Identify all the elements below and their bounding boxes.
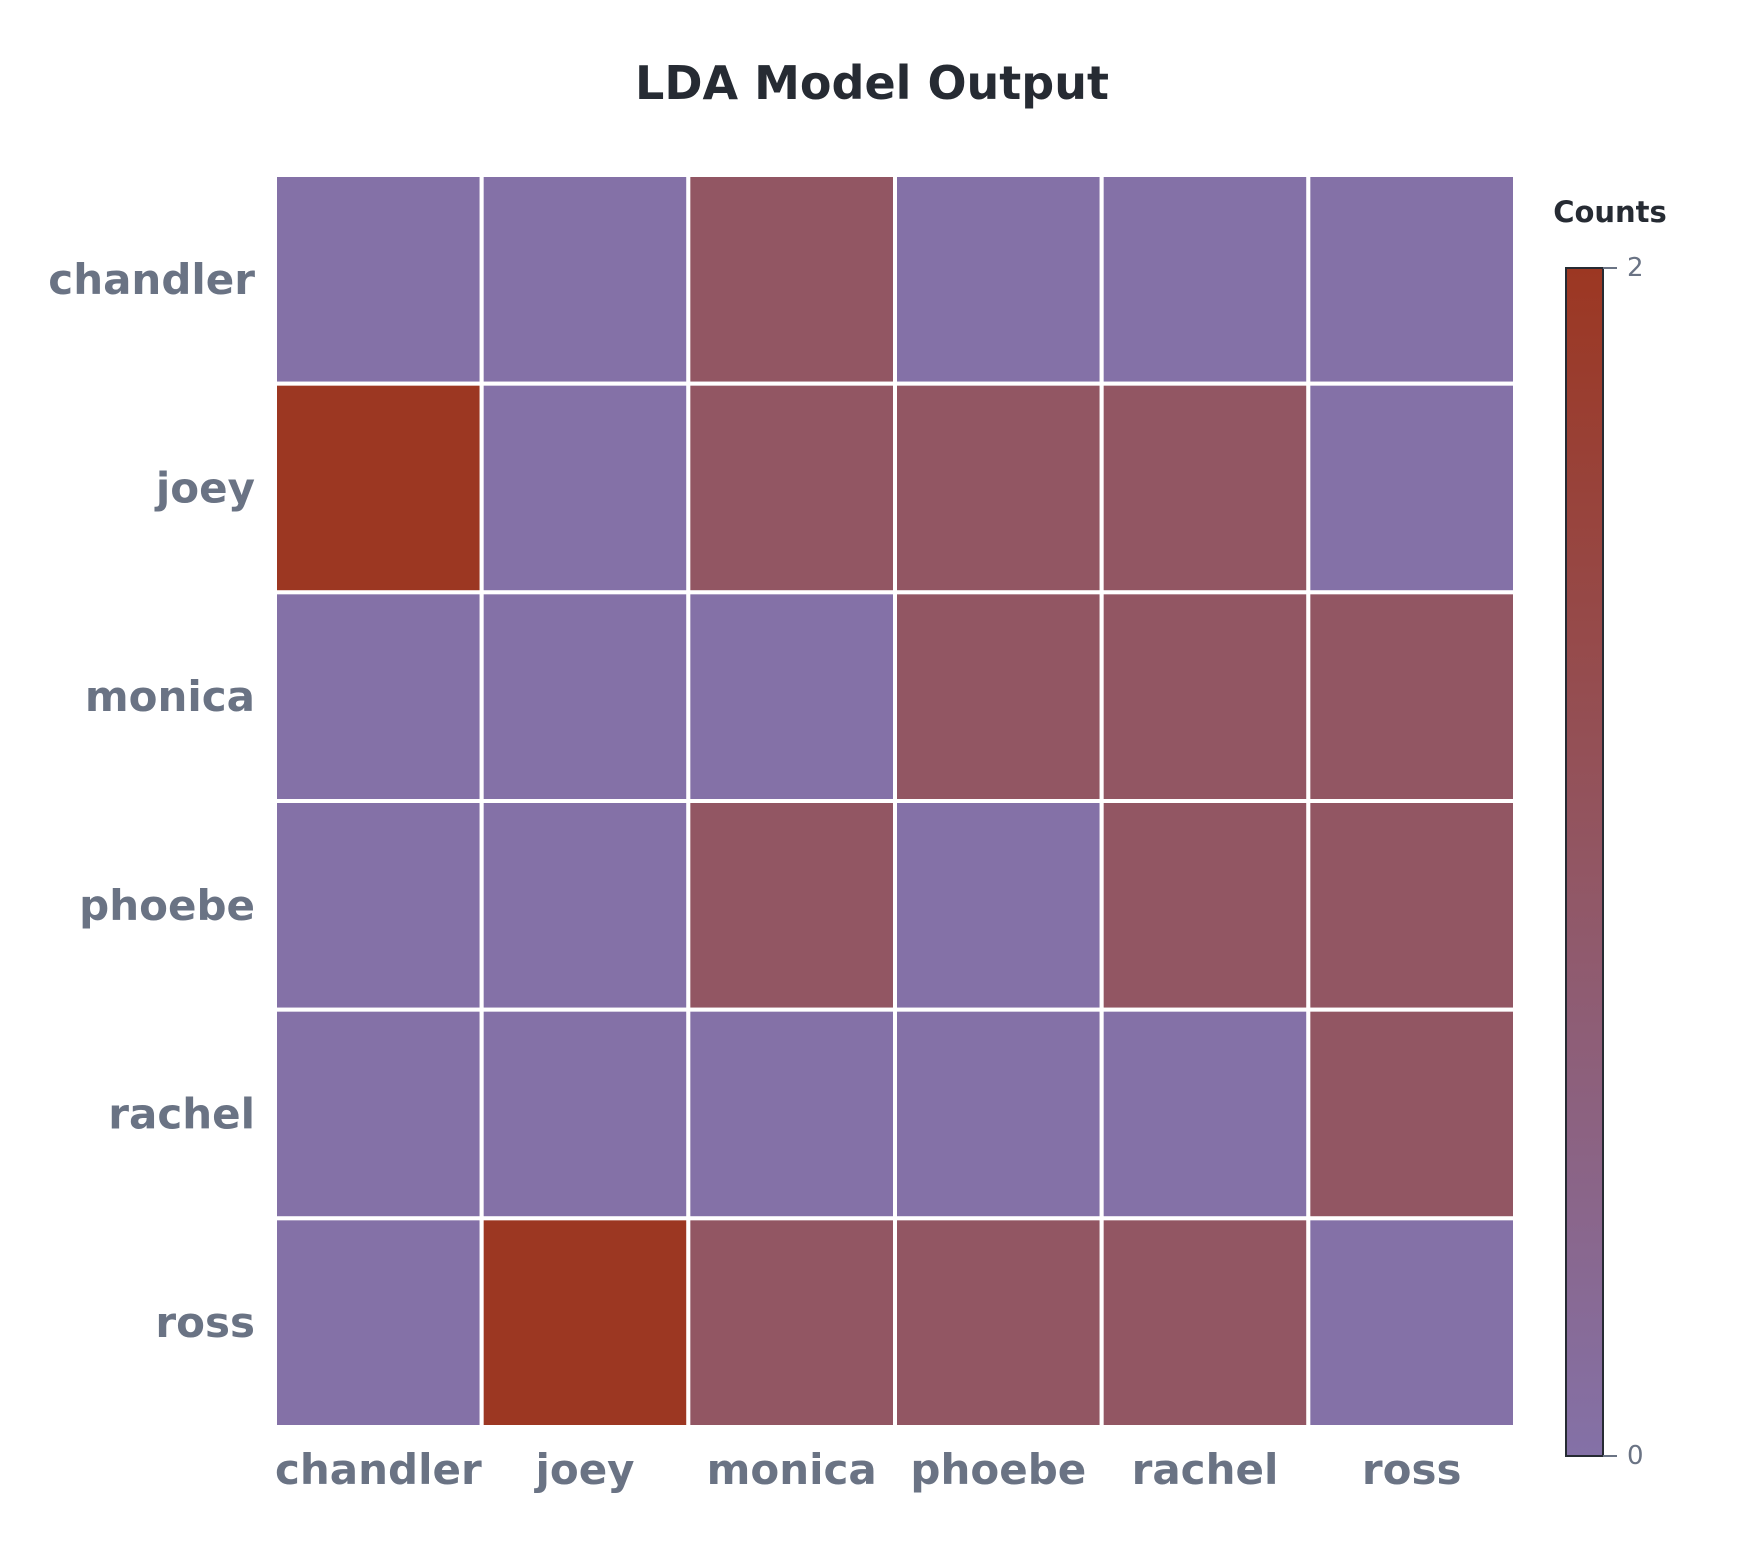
heatmap-cell-joey-monica [686, 381, 897, 595]
y-tick-label-phoebe: phoebe [79, 881, 255, 930]
x-tick-label-chandler: chandler [275, 1445, 482, 1494]
chart-title: LDA Model Output [635, 56, 1109, 110]
heatmap-cell-joey-rachel [1099, 381, 1311, 595]
y-axis-tick-labels: chandler joey monica phoebe rachel ross [48, 255, 255, 1347]
heatmap-cell-joey-ross [1306, 381, 1518, 595]
x-axis-tick-labels: chandler joey monica phoebe rachel ross [275, 1445, 1461, 1494]
heatmap-cell-rachel-monica [686, 1007, 897, 1221]
colorbar-tick-label-2: 2 [1627, 253, 1644, 283]
heatmap-cells [273, 173, 1518, 1430]
heatmap-cell-ross-ross [1306, 1216, 1518, 1430]
y-tick-label-joey: joey [154, 464, 255, 513]
heatmap-cell-rachel-rachel [1099, 1007, 1311, 1221]
heatmap-cell-ross-chandler [273, 1216, 484, 1430]
x-tick-label-rachel: rachel [1132, 1445, 1279, 1494]
heatmap-cell-phoebe-ross [1306, 799, 1518, 1012]
y-tick-label-monica: monica [85, 672, 255, 721]
heatmap-cell-chandler-monica [686, 173, 897, 386]
heatmap-cell-ross-joey [479, 1216, 691, 1430]
colorbar-tick-label-0: 0 [1627, 1441, 1644, 1471]
heatmap-cell-ross-phoebe [893, 1216, 1104, 1430]
colorbar-gradient-bar [1565, 267, 1604, 1457]
x-tick-label-phoebe: phoebe [910, 1445, 1086, 1494]
heatmap-cell-chandler-chandler [273, 173, 484, 386]
x-tick-label-monica: monica [707, 1445, 877, 1494]
heatmap-cell-rachel-joey [479, 1007, 691, 1221]
heatmap-cell-phoebe-chandler [273, 799, 484, 1012]
heatmap-cell-phoebe-rachel [1099, 799, 1311, 1012]
heatmap-cell-rachel-phoebe [893, 1007, 1104, 1221]
heatmap-cell-monica-ross [1306, 590, 1518, 803]
heatmap-cell-monica-phoebe [893, 590, 1104, 803]
colorbar-title: Counts [1553, 195, 1667, 229]
heatmap-cell-phoebe-joey [479, 799, 691, 1012]
colorbar-ticks: 02 [1603, 253, 1644, 1471]
heatmap-cell-monica-chandler [273, 590, 484, 803]
heatmap-cell-chandler-joey [479, 173, 691, 386]
heatmap-cell-chandler-phoebe [893, 173, 1104, 386]
heatmap-cell-chandler-rachel [1099, 173, 1311, 386]
y-tick-label-chandler: chandler [48, 255, 255, 304]
heatmap-cell-joey-chandler [273, 381, 484, 595]
heatmap-cell-monica-rachel [1099, 590, 1311, 803]
heatmap-cell-joey-joey [479, 381, 691, 595]
x-tick-label-joey: joey [533, 1445, 634, 1494]
x-tick-label-ross: ross [1362, 1445, 1462, 1494]
heatmap-cell-chandler-ross [1306, 173, 1518, 386]
heatmap-cell-phoebe-phoebe [893, 799, 1104, 1012]
y-tick-label-ross: ross [155, 1298, 255, 1347]
heatmap-cell-ross-rachel [1099, 1216, 1311, 1430]
heatmap-cell-phoebe-monica [686, 799, 897, 1012]
colorbar: Counts 02 [1553, 195, 1667, 1471]
y-tick-label-rachel: rachel [108, 1090, 255, 1139]
heatmap-cell-rachel-chandler [273, 1007, 484, 1221]
heatmap-cell-ross-monica [686, 1216, 897, 1430]
heatmap-cell-rachel-ross [1306, 1007, 1518, 1221]
heatmap-cell-joey-phoebe [893, 381, 1104, 595]
heatmap-cell-monica-monica [686, 590, 897, 803]
heatmap-cell-monica-joey [479, 590, 691, 803]
